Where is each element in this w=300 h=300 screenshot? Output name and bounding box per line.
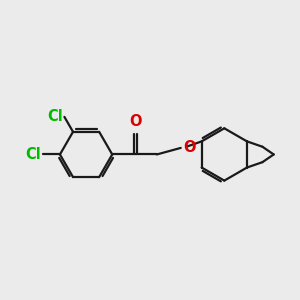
Text: O: O — [183, 140, 196, 155]
Text: Cl: Cl — [25, 147, 41, 162]
Text: O: O — [129, 114, 142, 129]
Text: Cl: Cl — [47, 110, 63, 124]
